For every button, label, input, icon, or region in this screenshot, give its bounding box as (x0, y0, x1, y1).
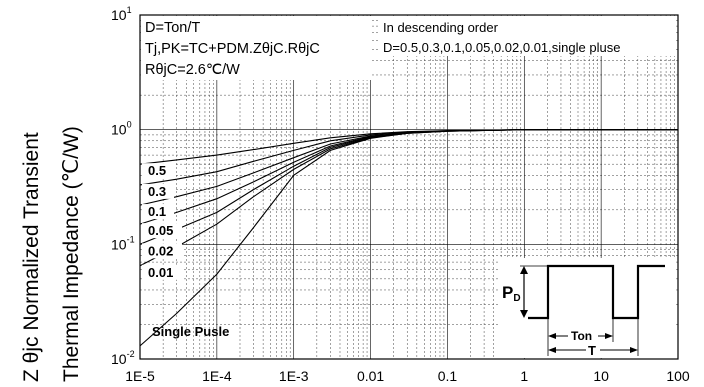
pulse-waveform (528, 264, 665, 320)
series-label-5: 0.01 (148, 265, 173, 280)
pd-arrow-top (520, 266, 528, 274)
x-tick-label: 1E-5 (125, 368, 155, 384)
series-label-4: 0.02 (148, 243, 173, 258)
y-tick-label: 10-1 (111, 234, 135, 252)
series-label-bg-1 (142, 183, 174, 199)
y-tick-label: 100 (111, 120, 132, 138)
series-label-0: 0.5 (148, 163, 166, 178)
pd-label: PD (502, 283, 521, 304)
formula-line-2: Tj,PK=TC+PDM.ZθjC.RθjC (145, 41, 320, 57)
t-label-bg (586, 342, 600, 357)
x-tick-label: 1E-3 (279, 368, 309, 384)
ton-arrow-right (605, 333, 613, 339)
x-tick-label: 0.1 (438, 368, 458, 384)
y-tick-label: 10-2 (111, 349, 135, 367)
x-tick-label: 100 (666, 368, 690, 384)
y-tick-labels: 101 100 10-1 10-2 (111, 5, 135, 367)
t-arrow-right (630, 347, 638, 353)
series-label-1: 0.3 (148, 184, 166, 199)
x-tick-labels: 1E-5 1E-4 1E-3 0.01 0.1 1 10 100 (125, 368, 690, 384)
series-group (139, 129, 678, 347)
plot-frame (139, 14, 679, 360)
series-label-bg-4 (142, 243, 182, 259)
x-tick-label: 10 (593, 368, 609, 384)
series-label-2: 0.1 (148, 204, 166, 219)
x-tick-label: 0.01 (357, 368, 384, 384)
formula-line-3: RθjC=2.6℃/W (145, 62, 240, 78)
y-tick-label: 101 (111, 5, 132, 23)
series-line-4 (139, 129, 678, 245)
series-label-6: Single Pusle (152, 324, 229, 339)
order-note-line-2: D=0.5,0.3,0.1,0.05,0.02,0.01,single plus… (383, 40, 620, 55)
series-label-bg-5 (142, 264, 182, 280)
t-arrow-left (548, 347, 556, 353)
pulse-diagram: PD Ton T (498, 258, 676, 358)
pd-arrow-bottom (520, 310, 528, 318)
order-note-box (378, 16, 676, 56)
series-label-bg-0 (142, 163, 174, 179)
y-axis-title-line2: Thermal Impedance (℃/W) (60, 126, 83, 382)
ton-arrow-left (548, 333, 556, 339)
series-label-bg-3 (142, 223, 182, 239)
y-axis-title-line1: Z θjc Normalized Transient (20, 132, 43, 382)
series-labels: 0.5 0.3 0.1 0.05 0.02 0.01 Single Pusle (142, 163, 229, 339)
order-note-line-1: In descending order (383, 20, 499, 35)
formula-line-1: D=Ton/T (145, 20, 200, 36)
series-line-5 (139, 129, 678, 267)
series-label-3: 0.05 (148, 223, 173, 238)
formula-box (141, 16, 371, 80)
series-line-1 (139, 129, 678, 186)
series-line-6 (139, 129, 678, 347)
x-tick-label: 1E-4 (202, 368, 232, 384)
ton-label: Ton (571, 329, 592, 343)
series-label-bg-2 (142, 204, 174, 220)
x-tick-label: 1 (520, 368, 528, 384)
ton-label-bg (568, 328, 598, 343)
t-label: T (588, 343, 596, 358)
